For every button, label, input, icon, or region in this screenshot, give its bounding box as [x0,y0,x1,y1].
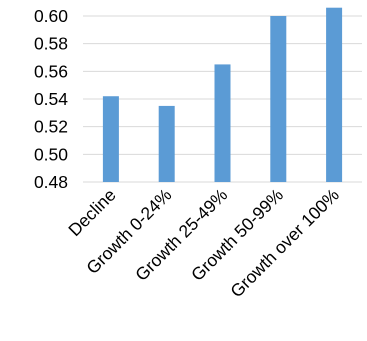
y-tick-label: 0.58 [34,34,68,54]
y-tick-label: 0.54 [34,89,68,109]
bar [270,16,287,182]
bar [102,96,119,182]
y-tick-label: 0.48 [34,172,68,192]
bar [326,7,343,183]
bars [102,7,343,183]
y-axis-ticks: 0.60 0.58 0.56 0.54 0.52 0.50 0.48 [34,6,68,192]
x-category-label: Decline [64,185,119,240]
y-tick-label: 0.52 [34,117,68,137]
bar [214,64,231,182]
y-tick-label: 0.56 [34,61,68,81]
bar [158,105,175,182]
y-tick-label: 0.60 [34,6,68,26]
y-tick-label: 0.50 [34,144,68,164]
x-category-label: Growth over 100% [226,185,343,302]
